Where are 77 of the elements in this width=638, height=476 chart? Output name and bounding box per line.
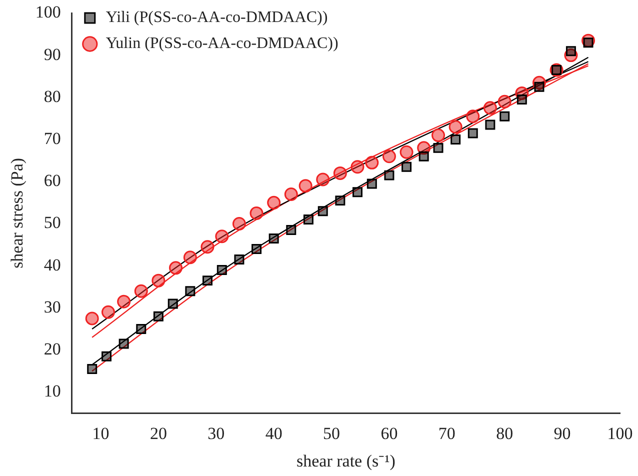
point — [316, 172, 330, 186]
y-tick-label: 70 — [44, 128, 61, 148]
point — [85, 312, 99, 326]
x-tick-label: 100 — [607, 424, 633, 443]
point — [252, 244, 262, 254]
y-tick-label: 10 — [44, 382, 61, 401]
point — [118, 338, 129, 349]
point — [102, 351, 112, 362]
point — [335, 196, 346, 206]
x-tick-label: 90 — [554, 424, 571, 443]
point — [250, 206, 264, 220]
point — [215, 230, 229, 244]
point — [318, 206, 328, 216]
point — [200, 240, 214, 254]
point — [284, 188, 298, 202]
point — [365, 156, 379, 170]
x-tick-label: 10 — [92, 424, 110, 443]
point — [500, 111, 510, 122]
point — [185, 286, 196, 296]
legend-label: Yili (P(SS-co-AA-co-DMDAAC)) — [106, 9, 328, 26]
point — [153, 311, 164, 322]
point — [268, 233, 279, 244]
point — [102, 305, 115, 319]
point — [433, 142, 444, 153]
point — [450, 134, 461, 145]
point — [466, 110, 480, 124]
x-tick-label: 80 — [496, 424, 514, 443]
y-axis-title: shear stress (Pa) — [8, 158, 27, 268]
point — [366, 178, 377, 189]
point — [298, 179, 312, 193]
x-tick-label: 50 — [323, 424, 340, 443]
point — [234, 254, 244, 265]
point — [400, 145, 414, 159]
point — [183, 250, 197, 264]
point — [448, 120, 462, 134]
point — [382, 150, 396, 164]
point — [483, 101, 497, 115]
point — [216, 265, 227, 276]
legend-label: Yulin (P(SS-co-AA-co-DMDAAC)) — [106, 35, 338, 52]
y-tick-label: 30 — [44, 297, 61, 316]
y-tick-label: 20 — [44, 340, 61, 359]
point — [87, 364, 98, 374]
point — [352, 187, 362, 198]
x-axis-title: shear rate (s⁻¹) — [296, 451, 396, 470]
point — [168, 298, 178, 309]
y-tick-label: 90 — [44, 44, 61, 64]
point — [333, 166, 347, 180]
point — [136, 324, 146, 334]
point — [468, 128, 478, 138]
point — [384, 170, 394, 180]
point — [350, 160, 364, 174]
y-tick-label: 80 — [44, 86, 61, 106]
point — [267, 196, 281, 210]
point — [418, 151, 429, 162]
point — [402, 162, 412, 172]
point — [286, 225, 296, 236]
point — [583, 38, 594, 48]
point — [117, 294, 131, 308]
point — [516, 94, 527, 105]
x-tick-label: 70 — [438, 424, 456, 443]
x-tick-label: 60 — [380, 424, 398, 443]
y-tick-label: 100 — [35, 2, 61, 22]
point — [202, 276, 212, 286]
x-tick-label: 30 — [208, 424, 225, 443]
point — [134, 284, 148, 298]
y-tick-label: 50 — [44, 213, 61, 232]
point — [485, 120, 496, 130]
point — [152, 274, 166, 288]
point — [169, 261, 182, 275]
x-tick-label: 40 — [265, 424, 282, 443]
point — [232, 216, 246, 230]
point — [432, 128, 446, 142]
point — [498, 94, 512, 108]
x-tick-label: 20 — [150, 424, 167, 443]
point — [303, 214, 314, 225]
y-tick-label: 40 — [44, 255, 61, 274]
y-tick-label: 60 — [44, 171, 61, 190]
